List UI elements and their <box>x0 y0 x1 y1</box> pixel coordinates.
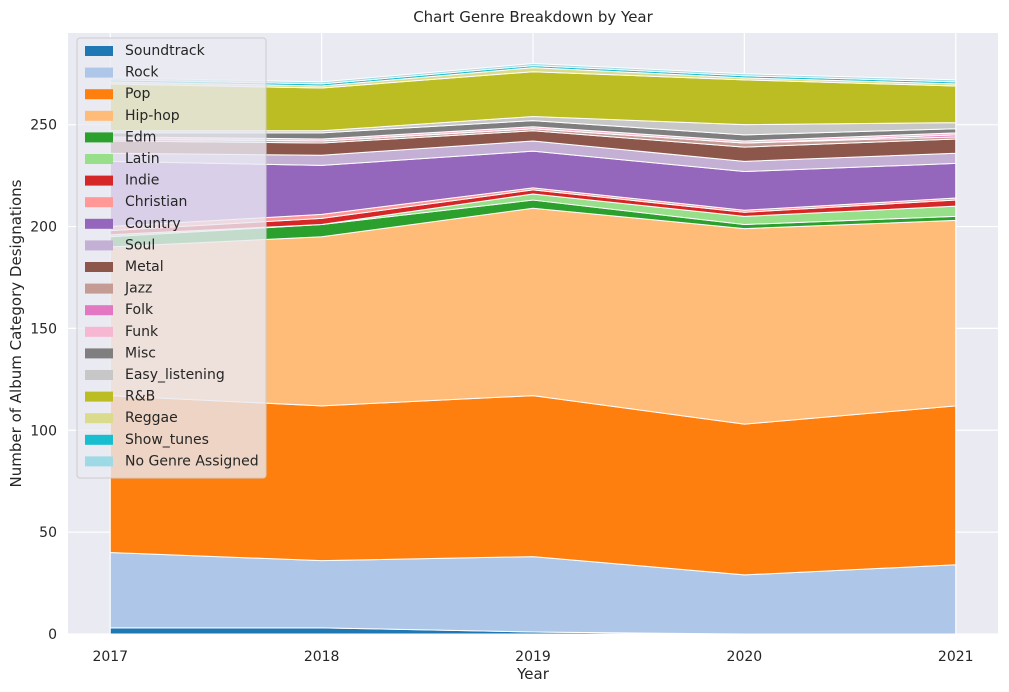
x-tick-label: 2018 <box>304 649 340 665</box>
legend-entry: Jazz <box>124 281 152 297</box>
legend-entry: Edm <box>125 129 156 145</box>
legend-swatch <box>85 413 113 424</box>
legend-swatch <box>85 370 113 380</box>
y-axis-ticks: 0 50 100 150 200 250 <box>30 118 57 643</box>
legend-entry: R&B <box>125 389 155 405</box>
legend-swatch <box>85 154 113 164</box>
y-tick-label: 0 <box>48 627 57 643</box>
legend-swatch <box>85 434 113 445</box>
x-axis-label: Year <box>516 665 550 683</box>
legend-entry: Folk <box>125 302 154 318</box>
legend-swatch <box>85 391 113 402</box>
legend-entry: Show_tunes <box>125 432 209 448</box>
legend-entry: Hip-hop <box>125 108 180 124</box>
legend-entry: Easy_listening <box>125 367 225 383</box>
legend-entry: Latin <box>125 151 160 167</box>
legend-swatch <box>85 197 113 208</box>
legend-entry: No Genre Assigned <box>125 453 259 469</box>
legend-frame <box>76 37 267 479</box>
legend-swatch <box>85 305 113 316</box>
y-tick-label: 200 <box>30 220 57 236</box>
y-tick-label: 50 <box>39 525 57 541</box>
x-tick-label: 2017 <box>92 649 128 665</box>
x-axis-ticks: 2017 2018 2019 2020 2021 <box>92 649 973 665</box>
legend-entry: Indie <box>125 173 159 189</box>
legend-entry: Pop <box>125 86 151 102</box>
legend-entry: Funk <box>125 324 159 340</box>
legend-entry: Soundtrack <box>125 43 206 59</box>
legend-swatch <box>85 110 113 121</box>
legend-entry: Metal <box>125 259 164 275</box>
legend-entry: Country <box>125 216 181 232</box>
legend-swatch <box>85 262 113 272</box>
x-tick-label: 2021 <box>938 649 974 665</box>
legend-swatch <box>85 132 113 143</box>
y-axis-label: Number of Album Category Designations <box>7 179 25 487</box>
legend-swatch <box>85 348 113 359</box>
legend-swatch <box>85 46 113 56</box>
legend-entry: Soul <box>125 237 155 253</box>
y-tick-label: 250 <box>30 118 57 134</box>
legend-swatch <box>85 283 113 294</box>
legend: Soundtrack Rock Pop Hip-hop Edm Latin Indie Chr… <box>76 37 267 479</box>
y-tick-label: 150 <box>30 321 57 337</box>
chart-title: Chart Genre Breakdown by Year <box>413 8 653 26</box>
legend-entry: Rock <box>125 65 159 81</box>
legend-swatch <box>85 240 113 251</box>
legend-swatch <box>85 175 113 186</box>
legend-swatch <box>85 67 113 78</box>
legend-swatch <box>85 456 113 467</box>
legend-swatch <box>85 326 113 337</box>
legend-swatch <box>85 218 113 229</box>
y-tick-label: 100 <box>30 423 57 439</box>
legend-entry: Misc <box>125 345 156 361</box>
legend-swatch <box>85 89 113 100</box>
legend-entry: Reggae <box>125 410 178 426</box>
x-tick-label: 2020 <box>727 649 763 665</box>
area-series <box>109 63 957 635</box>
legend-entry: Christian <box>125 194 187 210</box>
x-tick-label: 2019 <box>515 649 551 665</box>
